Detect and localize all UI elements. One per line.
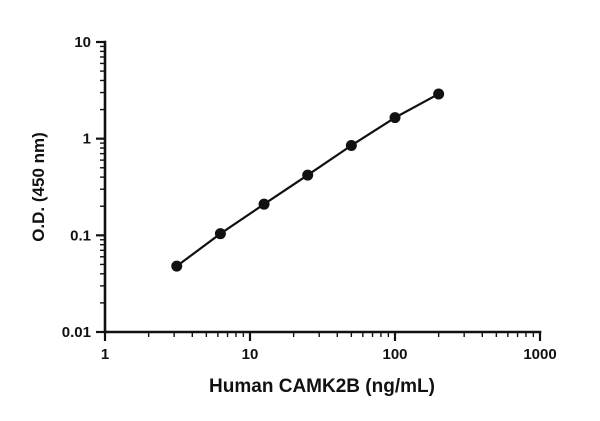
y-tick-label: 0.01 — [62, 324, 91, 341]
data-point — [389, 112, 401, 124]
x-tick-label: 1000 — [523, 346, 556, 363]
y-tick-label: 1 — [83, 131, 91, 148]
plot-generated-layer: 1 10 100 1000 10 1 0.1 0.01 — [62, 34, 557, 363]
y-tick-label: 0.1 — [70, 227, 91, 244]
data-point — [433, 88, 445, 100]
x-tick-label: 10 — [242, 346, 259, 363]
x-tick-label: 1 — [101, 346, 109, 363]
x-tick-label: 100 — [382, 346, 407, 363]
data-point — [258, 198, 270, 210]
data-point — [171, 260, 183, 272]
data-point — [214, 228, 226, 240]
y-tick-label: 10 — [74, 34, 91, 51]
y-axis-title: O.D. (450 nm) — [29, 132, 48, 242]
data-point — [345, 139, 357, 151]
x-axis-title: Human CAMK2B (ng/mL) — [209, 376, 435, 397]
data-point — [302, 169, 314, 181]
